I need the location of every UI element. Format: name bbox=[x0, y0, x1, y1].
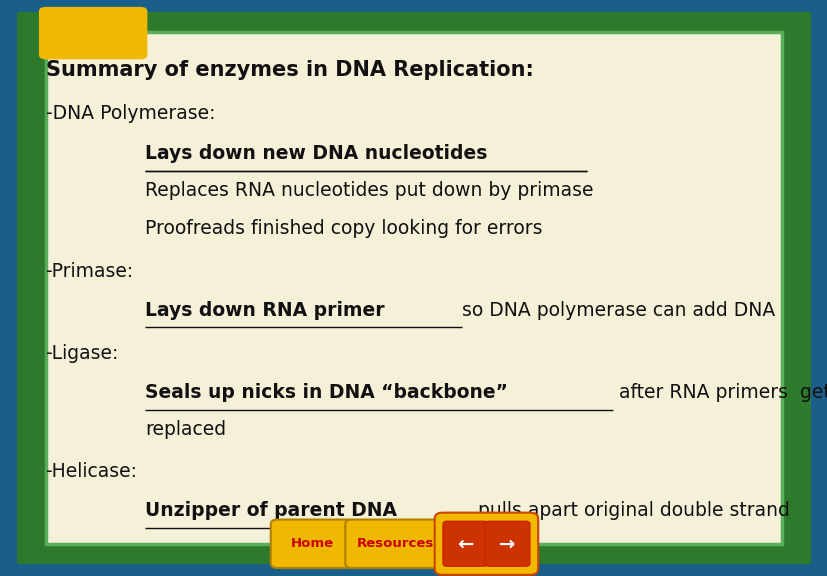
Text: Lays down new DNA nucleotides: Lays down new DNA nucleotides bbox=[145, 144, 486, 163]
Text: Resources: Resources bbox=[356, 537, 433, 550]
FancyBboxPatch shape bbox=[485, 521, 529, 566]
Text: -DNA Polymerase:: -DNA Polymerase: bbox=[45, 104, 215, 123]
Text: Seals up nicks in DNA “backbone”: Seals up nicks in DNA “backbone” bbox=[145, 383, 507, 402]
Text: Proofreads finished copy looking for errors: Proofreads finished copy looking for err… bbox=[145, 219, 542, 238]
Text: so DNA polymerase can add DNA: so DNA polymerase can add DNA bbox=[462, 301, 775, 320]
Text: Home: Home bbox=[290, 537, 334, 550]
Text: -Primase:: -Primase: bbox=[45, 262, 134, 281]
Text: after RNA primers  get: after RNA primers get bbox=[612, 383, 827, 402]
FancyBboxPatch shape bbox=[434, 513, 538, 575]
Text: Replaces RNA nucleotides put down by primase: Replaces RNA nucleotides put down by pri… bbox=[145, 181, 593, 200]
Text: Unzipper of parent DNA: Unzipper of parent DNA bbox=[145, 501, 403, 520]
Text: →: → bbox=[499, 535, 515, 553]
FancyBboxPatch shape bbox=[270, 520, 354, 568]
FancyBboxPatch shape bbox=[442, 521, 487, 566]
Text: replaced: replaced bbox=[145, 420, 226, 439]
FancyBboxPatch shape bbox=[345, 520, 445, 568]
Text: -Ligase:: -Ligase: bbox=[45, 344, 119, 363]
Text: pulls apart original double strand: pulls apart original double strand bbox=[478, 501, 789, 520]
Text: Lays down RNA primer: Lays down RNA primer bbox=[145, 301, 390, 320]
Text: Summary of enzymes in DNA Replication:: Summary of enzymes in DNA Replication: bbox=[45, 60, 533, 81]
Text: -Helicase:: -Helicase: bbox=[45, 462, 137, 481]
FancyBboxPatch shape bbox=[39, 7, 147, 59]
FancyBboxPatch shape bbox=[45, 32, 782, 544]
Text: ←: ← bbox=[457, 535, 473, 553]
